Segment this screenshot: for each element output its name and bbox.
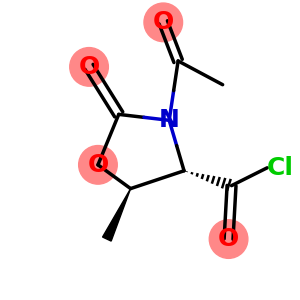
Circle shape [79,146,117,184]
Text: O: O [78,55,100,79]
Text: O: O [153,11,174,34]
Circle shape [209,220,248,258]
Circle shape [70,48,108,86]
Text: Cl: Cl [267,156,294,180]
Circle shape [144,3,183,42]
Polygon shape [103,189,130,241]
Text: O: O [218,227,239,251]
Text: O: O [87,153,109,177]
Text: N: N [159,108,180,132]
